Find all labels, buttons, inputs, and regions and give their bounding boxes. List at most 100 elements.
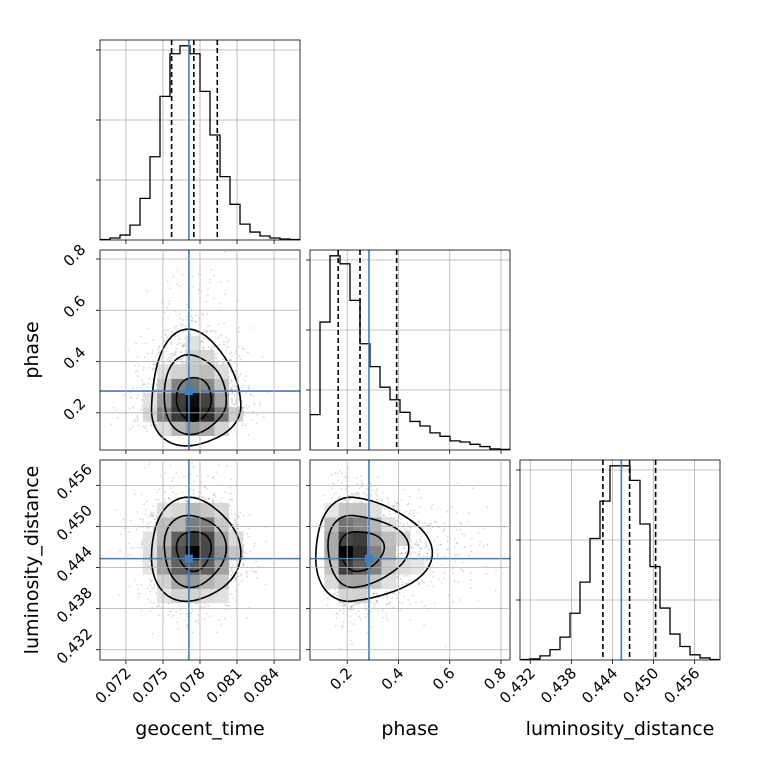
sample-point xyxy=(137,588,140,591)
sample-point xyxy=(174,350,177,353)
sample-point xyxy=(136,419,139,422)
sample-point xyxy=(138,546,141,549)
panel-content xyxy=(100,224,300,450)
sample-point xyxy=(137,375,140,378)
sample-point xyxy=(160,358,163,360)
sample-point xyxy=(140,493,143,496)
sample-point xyxy=(230,567,233,570)
sample-point xyxy=(245,617,248,619)
sample-point xyxy=(212,501,215,503)
sample-point xyxy=(197,613,200,616)
sample-point xyxy=(180,358,183,360)
sample-point xyxy=(174,310,177,313)
density-cell xyxy=(171,364,186,379)
sample-point xyxy=(167,497,170,500)
sample-point xyxy=(229,358,232,361)
axes-frame xyxy=(309,249,511,451)
sample-point xyxy=(231,392,234,395)
sample-point xyxy=(129,428,132,430)
sample-point xyxy=(186,315,188,318)
sample-point xyxy=(154,518,156,521)
sample-point xyxy=(143,342,146,345)
sample-point xyxy=(191,316,194,319)
sample-point xyxy=(148,526,151,529)
sample-point xyxy=(153,586,156,588)
sample-point xyxy=(195,242,197,244)
sample-point xyxy=(230,351,233,354)
axes-frame xyxy=(519,459,721,661)
sample-point xyxy=(230,509,233,511)
sample-point xyxy=(197,623,199,625)
sample-point xyxy=(182,344,185,347)
sample-point xyxy=(151,384,153,387)
sample-point xyxy=(172,491,174,494)
sample-point xyxy=(114,509,117,511)
sample-point xyxy=(158,345,161,347)
sample-point xyxy=(180,362,183,365)
sample-point xyxy=(140,386,143,389)
sample-point xyxy=(147,528,150,531)
sample-point xyxy=(131,425,134,428)
sample-point xyxy=(128,542,131,545)
sample-point xyxy=(131,397,133,399)
sample-point xyxy=(139,409,142,412)
density-cell xyxy=(214,421,229,436)
sample-point xyxy=(212,498,215,501)
sample-point xyxy=(175,493,177,496)
sample-point xyxy=(178,338,181,340)
sample-point xyxy=(247,433,250,436)
sample-point xyxy=(159,351,161,353)
sample-point xyxy=(247,384,250,387)
sample-point xyxy=(127,554,130,557)
sample-point xyxy=(232,564,234,567)
sample-point xyxy=(227,280,230,282)
sample-point xyxy=(244,424,247,426)
sample-point xyxy=(178,358,181,360)
sample-point xyxy=(157,499,160,501)
sample-point xyxy=(202,314,205,316)
sample-point xyxy=(186,318,189,321)
sample-point xyxy=(190,315,193,317)
contour-level-3 xyxy=(150,328,242,447)
sample-point xyxy=(234,370,236,373)
sample-point xyxy=(173,362,176,365)
sample-point xyxy=(176,283,179,286)
sample-point xyxy=(248,527,251,530)
sample-point xyxy=(207,346,210,348)
grid-lines xyxy=(310,250,510,450)
sample-point xyxy=(182,344,185,347)
sample-point xyxy=(255,422,258,425)
sample-point xyxy=(231,562,234,564)
sample-point xyxy=(194,603,197,605)
sample-point xyxy=(146,523,149,525)
sample-point xyxy=(247,351,250,354)
sample-point xyxy=(218,343,221,346)
sample-point xyxy=(212,345,215,347)
sample-point xyxy=(153,367,156,370)
sample-point xyxy=(252,327,254,329)
sample-point xyxy=(141,379,144,382)
sample-point xyxy=(151,505,154,508)
sample-point xyxy=(203,497,206,499)
sample-point xyxy=(142,384,144,386)
sample-point xyxy=(200,492,203,494)
sample-point xyxy=(196,474,198,477)
sample-point xyxy=(223,238,225,240)
sample-point xyxy=(243,414,246,417)
sample-point xyxy=(154,363,157,365)
sample-point xyxy=(248,387,250,390)
sample-point xyxy=(140,554,143,556)
sample-point xyxy=(179,322,182,325)
sample-point xyxy=(200,340,203,342)
sample-point xyxy=(203,224,205,226)
sample-point xyxy=(207,288,210,291)
sample-point xyxy=(161,301,163,304)
sample-point xyxy=(152,368,154,371)
sample-point xyxy=(155,388,158,391)
sample-point xyxy=(202,312,204,315)
sample-point xyxy=(205,330,208,333)
sample-point xyxy=(177,628,179,630)
sample-point xyxy=(228,382,231,384)
sample-point xyxy=(210,346,213,349)
sample-point xyxy=(143,466,146,469)
